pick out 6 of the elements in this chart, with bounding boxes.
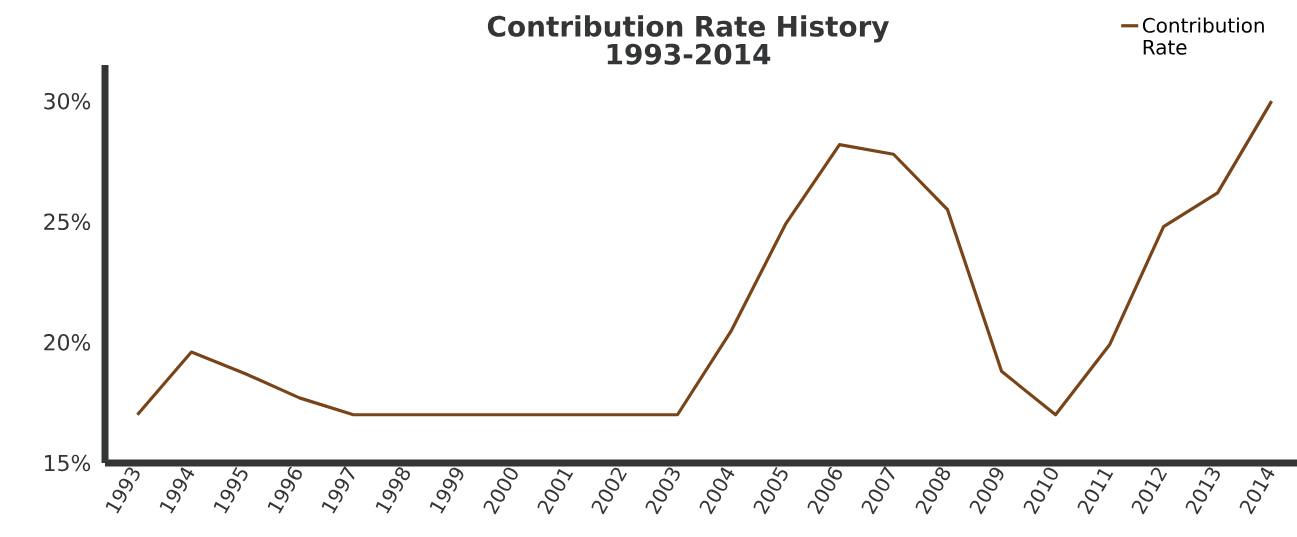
chart-title: Contribution Rate History 1993-2014 <box>487 15 889 65</box>
legend-label: Contribution Rate <box>1142 17 1264 55</box>
y-tick-label: 15% <box>45 454 91 472</box>
y-tick-label: 30% <box>44 92 91 110</box>
y-tick-label: 25% <box>44 213 91 231</box>
y-tick-label: 20% <box>44 334 91 351</box>
